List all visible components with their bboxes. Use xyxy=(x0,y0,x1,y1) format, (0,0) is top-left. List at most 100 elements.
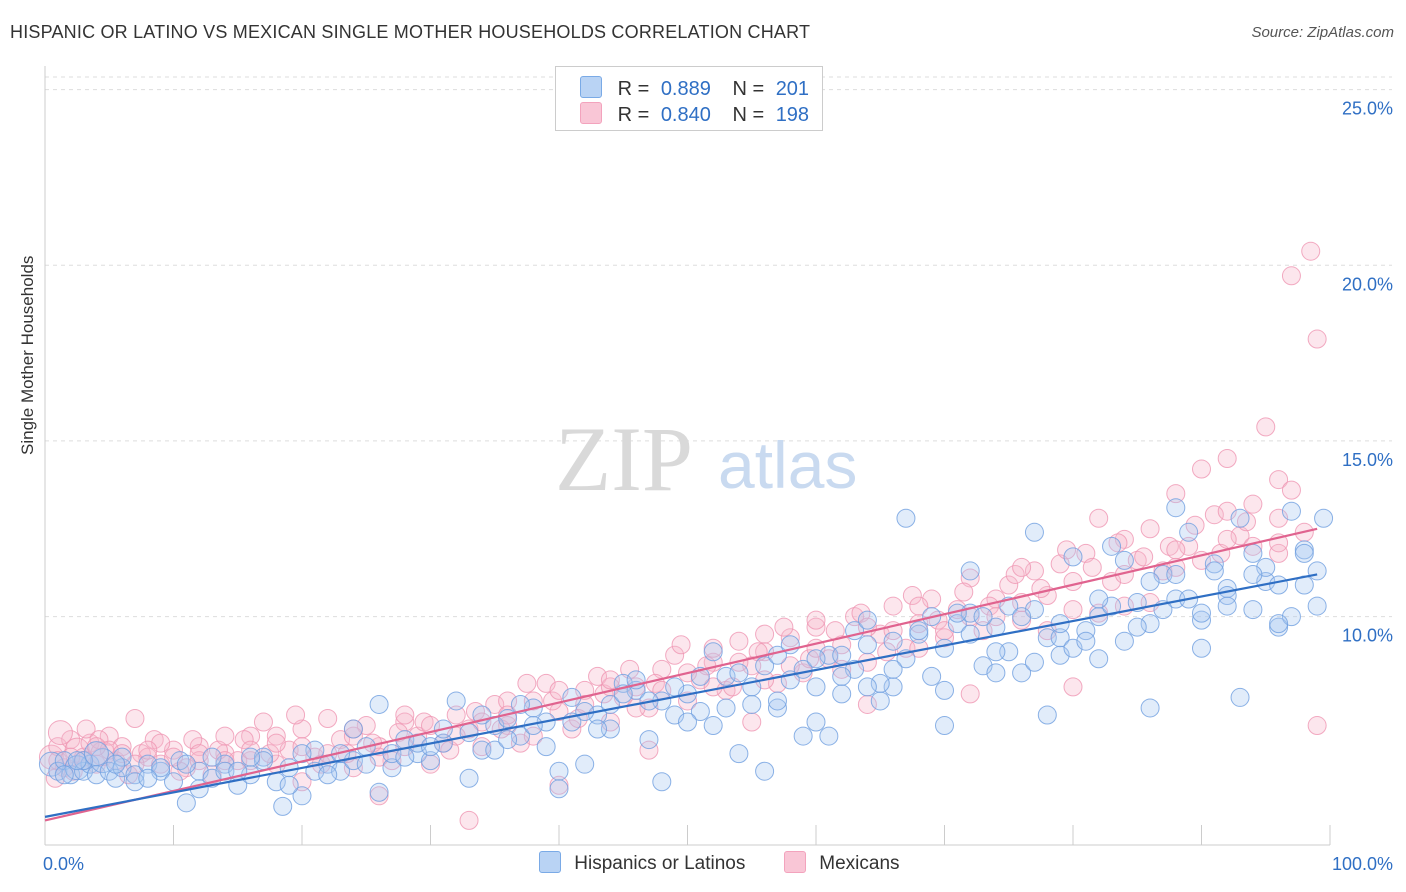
watermark-atlas: atlas xyxy=(718,428,857,502)
series-mexicans xyxy=(38,241,1327,830)
data-point xyxy=(986,663,1006,683)
trend-lines xyxy=(44,527,1318,822)
data-point xyxy=(678,691,697,711)
data-point xyxy=(1179,522,1199,542)
data-point xyxy=(395,705,415,725)
data-point xyxy=(549,761,569,781)
data-point xyxy=(446,691,466,711)
data-point xyxy=(292,737,312,757)
data-point xyxy=(973,621,993,641)
data-point xyxy=(125,765,145,785)
data-point xyxy=(767,691,787,711)
data-point xyxy=(170,761,190,781)
data-point xyxy=(176,793,196,813)
data-point xyxy=(369,782,389,802)
data-point xyxy=(832,684,852,704)
data-point xyxy=(1243,494,1263,514)
data-point xyxy=(170,751,190,771)
data-point xyxy=(47,720,73,746)
x-tick-label: 100.0% xyxy=(1332,854,1393,874)
data-point xyxy=(857,677,877,697)
data-point xyxy=(793,726,813,746)
data-point xyxy=(83,741,109,767)
data-point xyxy=(1204,561,1224,581)
data-point xyxy=(106,754,126,774)
data-point xyxy=(883,631,903,651)
data-point xyxy=(1005,564,1025,584)
data-point xyxy=(1192,459,1211,479)
data-point xyxy=(716,666,736,686)
data-point xyxy=(421,737,440,757)
data-point xyxy=(1063,547,1083,567)
data-point xyxy=(1140,614,1160,634)
data-point xyxy=(273,796,293,816)
trend-line-mexicans xyxy=(44,527,1318,822)
data-point xyxy=(909,596,929,616)
data-point xyxy=(485,740,505,760)
data-point xyxy=(665,677,685,697)
data-point xyxy=(999,575,1019,595)
data-point xyxy=(48,761,68,781)
data-point xyxy=(857,610,877,630)
tick-labels: 10.0% 15.0% 20.0% 25.0% 0.0% 100.0% xyxy=(43,99,1393,874)
data-point xyxy=(459,723,479,743)
legend-row-mexicans: R = 0.840 N = 198 xyxy=(580,102,809,126)
data-point xyxy=(292,786,312,806)
data-point xyxy=(742,694,762,714)
data-point xyxy=(665,645,685,665)
swatch-blue-icon xyxy=(580,76,602,98)
data-point xyxy=(1179,536,1199,556)
data-point xyxy=(755,656,775,676)
data-point xyxy=(1269,543,1289,563)
data-point xyxy=(1166,540,1186,560)
data-point xyxy=(183,730,203,750)
data-point xyxy=(1243,600,1263,620)
data-point xyxy=(1230,687,1250,707)
data-point xyxy=(144,730,164,750)
data-point xyxy=(260,744,280,764)
data-point xyxy=(1256,417,1276,437)
data-point xyxy=(1134,547,1154,567)
data-point xyxy=(1185,515,1205,535)
data-point xyxy=(421,751,440,771)
data-point xyxy=(947,614,967,634)
chart-title: HISPANIC OR LATINO VS MEXICAN SINGLE MOT… xyxy=(10,22,811,42)
data-point xyxy=(414,712,434,732)
data-point xyxy=(1114,550,1134,570)
data-point xyxy=(234,730,254,750)
data-point xyxy=(465,701,485,721)
data-point xyxy=(1063,571,1083,591)
data-point xyxy=(1076,543,1096,563)
data-point xyxy=(208,740,228,760)
data-point xyxy=(1057,540,1077,560)
legend-row-hispanics: R = 0.889 N = 201 xyxy=(580,76,809,100)
data-point xyxy=(189,737,209,757)
data-point xyxy=(1217,529,1237,549)
r-label: R = xyxy=(617,78,650,100)
data-point xyxy=(446,705,466,725)
data-point xyxy=(459,768,479,788)
data-point xyxy=(1024,652,1044,672)
axes xyxy=(44,66,1331,846)
watermark: ZIP atlas xyxy=(555,408,857,510)
data-point xyxy=(729,744,749,764)
data-point xyxy=(54,765,74,785)
data-point xyxy=(286,705,306,725)
data-point xyxy=(125,772,145,792)
legend-item-hispanics: Hispanics or Latinos xyxy=(539,851,745,877)
data-point xyxy=(164,772,183,792)
data-point xyxy=(76,719,96,739)
data-point xyxy=(112,737,132,757)
data-point xyxy=(459,810,479,830)
data-point xyxy=(857,635,877,655)
data-point xyxy=(678,712,697,732)
data-point xyxy=(99,726,119,746)
swatch-blue-icon xyxy=(539,851,561,873)
data-point xyxy=(806,649,826,669)
data-point xyxy=(588,666,608,686)
data-point xyxy=(935,638,954,658)
data-point xyxy=(1236,512,1256,532)
correlation-legend: R = 0.889 N = 201 R = 0.840 N = 198 xyxy=(555,66,823,131)
data-point xyxy=(935,680,954,700)
